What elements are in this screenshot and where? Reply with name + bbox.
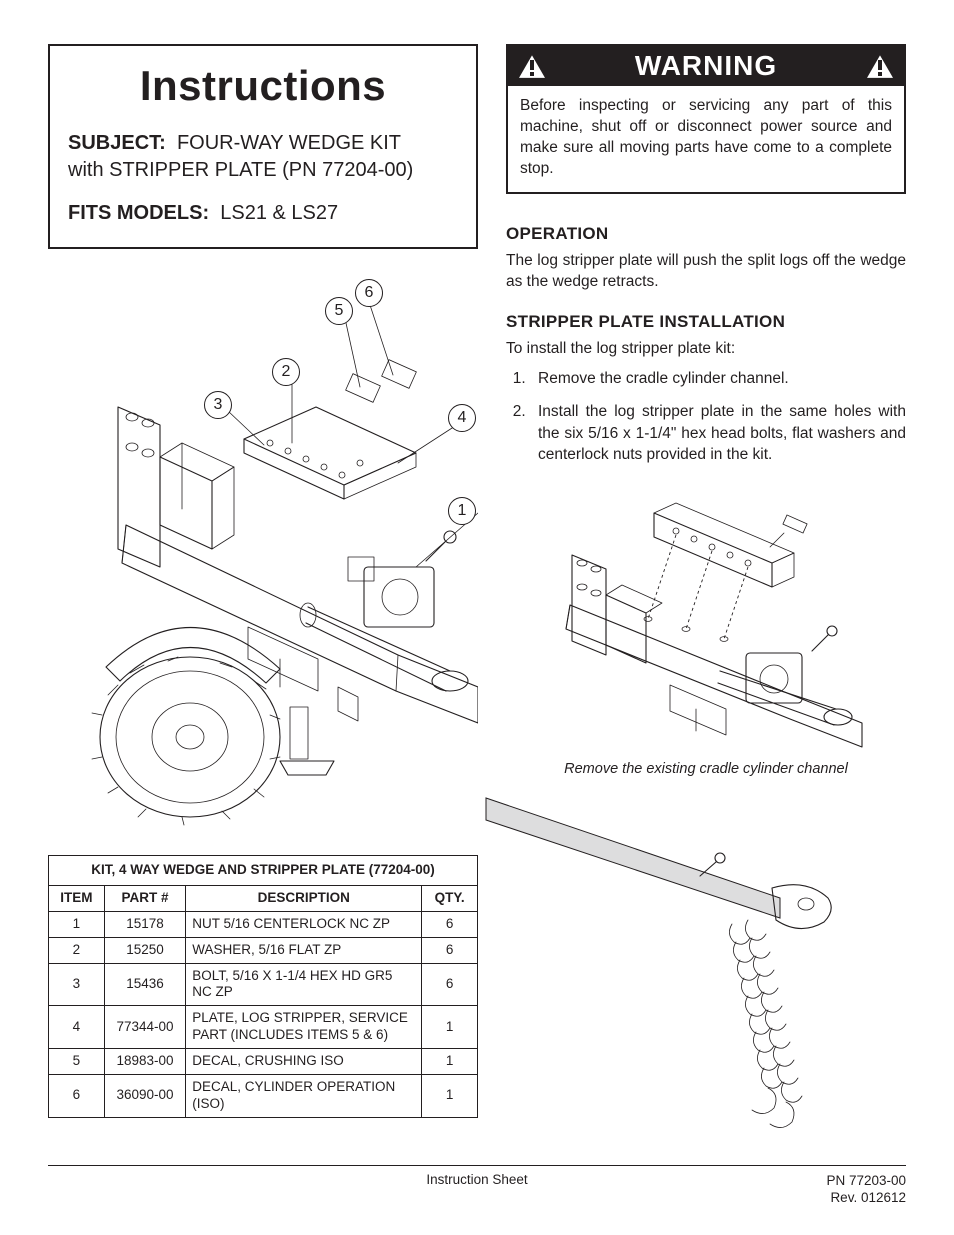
callout-4: 4: [448, 404, 476, 432]
install-head: STRIPPER PLATE INSTALLATION: [506, 312, 906, 332]
operation-body: The log stripper plate will push the spl…: [506, 250, 906, 293]
step-2: Install the log stripper plate in the sa…: [530, 401, 906, 465]
footer-pn: PN 77203-00: [766, 1172, 906, 1190]
table-row: 477344-00PLATE, LOG STRIPPER, SERVICE PA…: [49, 1006, 478, 1049]
col-qty: QTY.: [422, 885, 478, 911]
install-steps: Remove the cradle cylinder channel. Inst…: [506, 368, 906, 478]
parts-table: KIT, 4 WAY WEDGE AND STRIPPER PLATE (772…: [48, 855, 478, 1118]
title-box: Instructions SUBJECT: FOUR-WAY WEDGE KIT…: [48, 44, 478, 249]
callout-6: 6: [355, 279, 383, 307]
footer-center: Instruction Sheet: [188, 1172, 766, 1207]
warning-box: WARNING Before inspecting or servicing a…: [506, 44, 906, 194]
table-title: KIT, 4 WAY WEDGE AND STRIPPER PLATE (772…: [49, 856, 478, 886]
table-row: 115178NUT 5/16 CENTERLOCK NC ZP6: [49, 911, 478, 937]
title-main: Instructions: [68, 62, 458, 110]
subject-sub: with STRIPPER PLATE (PN 77204-00): [68, 159, 458, 182]
callout-3: 3: [204, 391, 232, 419]
table-row: 215250WASHER, 5/16 FLAT ZP6: [49, 937, 478, 963]
exploded-diagram: 6 5 2 3 4 1: [48, 267, 478, 837]
callout-2: 2: [272, 358, 300, 386]
fits-models: FITS MODELS: LS21 & LS27: [68, 202, 458, 225]
page-footer: Instruction Sheet PN 77203-00 Rev. 01261…: [48, 1165, 906, 1207]
footer-rev: Rev. 012612: [766, 1189, 906, 1207]
operation-head: OPERATION: [506, 224, 906, 244]
figure-caption: Remove the existing cradle cylinder chan…: [506, 761, 906, 777]
table-row: 518983-00DECAL, CRUSHING ISO1: [49, 1049, 478, 1075]
col-desc: DESCRIPTION: [186, 885, 422, 911]
warning-title: WARNING: [635, 50, 777, 82]
table-row: 315436BOLT, 5/16 X 1-1/4 HEX HD GR5 NC Z…: [49, 963, 478, 1006]
remove-channel-figure: [536, 495, 876, 755]
callout-1: 1: [448, 497, 476, 525]
install-intro: To install the log stripper plate kit:: [506, 338, 906, 359]
col-part: PART #: [104, 885, 186, 911]
warning-body: Before inspecting or servicing any part …: [508, 86, 904, 192]
warning-icon: [516, 52, 548, 80]
step-1: Remove the cradle cylinder channel.: [530, 368, 906, 389]
callout-5: 5: [325, 297, 353, 325]
col-item: ITEM: [49, 885, 105, 911]
table-row: 636090-00DECAL, CYLINDER OPERATION (ISO)…: [49, 1074, 478, 1117]
warning-icon: [864, 52, 896, 80]
subject-line: SUBJECT: FOUR-WAY WEDGE KIT: [68, 132, 458, 155]
drawbar-figure: [480, 792, 900, 1162]
